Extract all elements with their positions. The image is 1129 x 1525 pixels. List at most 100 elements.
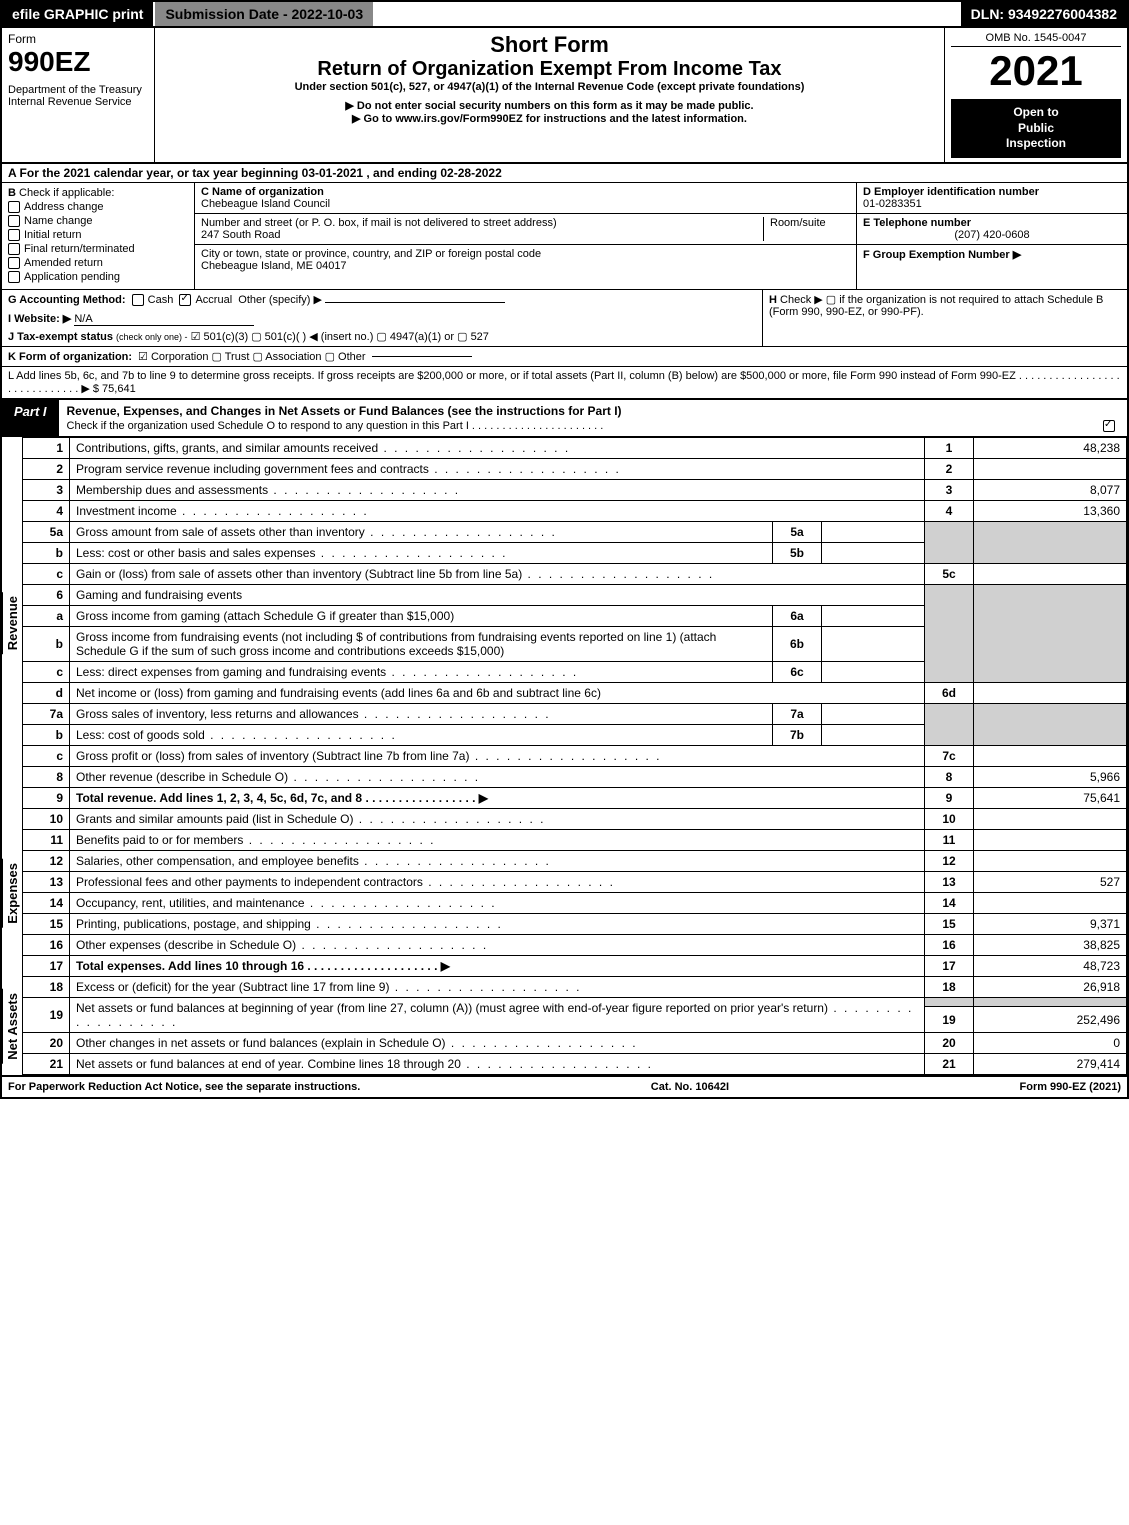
section-g: G Accounting Method: Cash Accrual Other …	[2, 290, 763, 346]
line-19-desc: Net assets or fund balances at beginning…	[76, 1001, 913, 1029]
line-5c-ref: 5c	[925, 564, 974, 585]
line-6a-sub: 6a	[773, 606, 822, 627]
instructions-link[interactable]: ▶ Go to www.irs.gov/Form990EZ for instru…	[161, 112, 938, 125]
section-a-tax-year: A For the 2021 calendar year, or tax yea…	[2, 164, 1127, 183]
section-def: D Employer identification number 01-0283…	[857, 183, 1127, 290]
checkbox-application-pending[interactable]	[8, 271, 20, 283]
line-15-num: 15	[23, 914, 70, 935]
checkbox-accrual[interactable]	[179, 294, 191, 306]
line-16-desc: Other expenses (describe in Schedule O)	[76, 938, 488, 952]
line-17-num: 17	[23, 956, 70, 977]
line-17-amt: 48,723	[974, 956, 1127, 977]
part-1-title-text: Revenue, Expenses, and Changes in Net As…	[67, 404, 622, 418]
checkbox-name-change[interactable]	[8, 215, 20, 227]
other-org-input[interactable]	[372, 356, 472, 357]
ein-label: D Employer identification number	[863, 186, 1039, 198]
line-8-num: 8	[23, 767, 70, 788]
line-5a-desc: Gross amount from sale of assets other t…	[76, 525, 557, 539]
form-990ez-page: efile GRAPHIC print Submission Date - 20…	[0, 0, 1129, 1099]
line-20-amt: 0	[974, 1033, 1127, 1054]
header-center: Short Form Return of Organization Exempt…	[155, 28, 945, 162]
line-3-ref: 3	[925, 480, 974, 501]
website-label: I Website: ▶	[8, 313, 71, 325]
line-5b-sub: 5b	[773, 543, 822, 564]
line-12-amt	[974, 851, 1127, 872]
line-15-amt: 9,371	[974, 914, 1127, 935]
part-1-subnote: Check if the organization used Schedule …	[67, 420, 604, 432]
submission-date-button[interactable]: Submission Date - 2022-10-03	[155, 2, 375, 26]
line-10-ref: 10	[925, 809, 974, 830]
line-5b-desc: Less: cost or other basis and sales expe…	[76, 546, 508, 560]
line-1-desc: Contributions, gifts, grants, and simila…	[76, 441, 570, 455]
line-4-amt: 13,360	[974, 501, 1127, 522]
section-l-text: L Add lines 5b, 6c, and 7b to line 9 to …	[8, 370, 1121, 395]
checkbox-cash[interactable]	[132, 294, 144, 306]
line-19-ref: 19	[925, 1007, 974, 1033]
line-6d-desc: Net income or (loss) from gaming and fun…	[70, 683, 925, 704]
line-6c-subamt[interactable]	[822, 662, 925, 683]
other-specify-input[interactable]	[325, 302, 505, 303]
line-2-ref: 2	[925, 459, 974, 480]
footer-center: Cat. No. 10642I	[651, 1081, 729, 1093]
efile-print-button[interactable]: efile GRAPHIC print	[2, 2, 155, 26]
line-6d-num: d	[23, 683, 70, 704]
section-h-text: Check ▶ ▢ if the organization is not req…	[769, 294, 1103, 318]
form-header: Form 990EZ Department of the Treasury In…	[2, 28, 1127, 164]
checkbox-final-return[interactable]	[8, 243, 20, 255]
section-c: C Name of organization Chebeague Island …	[195, 183, 857, 290]
expenses-tab: Expenses	[2, 859, 22, 928]
line-8-ref: 8	[925, 767, 974, 788]
line-5a-sub: 5a	[773, 522, 822, 543]
street-value: 247 South Road	[201, 229, 281, 241]
open-to-public-badge: Open to Public Inspection	[951, 99, 1121, 158]
checkbox-address-change[interactable]	[8, 201, 20, 213]
website-value: N/A	[74, 313, 254, 326]
line-1-amt: 48,238	[974, 438, 1127, 459]
page-footer: For Paperwork Reduction Act Notice, see …	[2, 1075, 1127, 1097]
line-13-ref: 13	[925, 872, 974, 893]
org-name: Chebeague Island Council	[201, 198, 330, 210]
tax-exempt-options[interactable]: ☑ 501(c)(3) ▢ 501(c)( ) ◀ (insert no.) ▢…	[191, 331, 489, 343]
line-7a-subamt[interactable]	[822, 704, 925, 725]
section-h-label: H	[769, 294, 777, 306]
line-21-desc: Net assets or fund balances at end of ye…	[76, 1057, 653, 1071]
tax-exempt-label: J Tax-exempt status	[8, 331, 113, 343]
ein-value: 01-0283351	[863, 198, 922, 210]
revenue-tab: Revenue	[2, 592, 22, 654]
section-l: L Add lines 5b, 6c, and 7b to line 9 to …	[2, 367, 1127, 399]
part-1-table: Revenue 1 Contributions, gifts, grants, …	[2, 437, 1127, 1075]
line-8-desc: Other revenue (describe in Schedule O)	[76, 770, 480, 784]
opt-cash: Cash	[148, 294, 174, 306]
section-gh: G Accounting Method: Cash Accrual Other …	[2, 290, 1127, 347]
form-of-org-options[interactable]: ☑ Corporation ▢ Trust ▢ Association ▢ Ot…	[138, 350, 366, 363]
checkbox-initial-return[interactable]	[8, 229, 20, 241]
checkbox-amended-return[interactable]	[8, 257, 20, 269]
line-16-num: 16	[23, 935, 70, 956]
line-18-num: 18	[23, 977, 70, 998]
header-left: Form 990EZ Department of the Treasury In…	[2, 28, 155, 162]
line-5a-subamt[interactable]	[822, 522, 925, 543]
line-7c-desc: Gross profit or (loss) from sales of inv…	[76, 749, 662, 763]
line-2-num: 2	[23, 459, 70, 480]
city-label: City or town, state or province, country…	[201, 248, 541, 260]
street-label: Number and street (or P. O. box, if mail…	[201, 217, 557, 229]
phone-label: E Telephone number	[863, 217, 971, 229]
net-assets-tab: Net Assets	[2, 989, 22, 1064]
group-exemption-label: F Group Exemption Number ▶	[863, 249, 1021, 261]
opt-other: Other (specify) ▶	[238, 294, 322, 306]
line-6a-subamt[interactable]	[822, 606, 925, 627]
shade-7-amt	[974, 704, 1127, 746]
line-17-ref: 17	[925, 956, 974, 977]
line-9-desc: Total revenue. Add lines 1, 2, 3, 4, 5c,…	[76, 791, 488, 805]
section-b-label: B	[8, 187, 16, 199]
line-3-num: 3	[23, 480, 70, 501]
line-12-desc: Salaries, other compensation, and employ…	[76, 854, 551, 868]
line-20-num: 20	[23, 1033, 70, 1054]
line-7b-subamt[interactable]	[822, 725, 925, 746]
line-5b-subamt[interactable]	[822, 543, 925, 564]
checkbox-schedule-o[interactable]	[1103, 420, 1115, 432]
line-6b-subamt[interactable]	[822, 627, 925, 662]
omb-number: OMB No. 1545-0047	[951, 32, 1121, 47]
opt-final-return: Final return/terminated	[24, 243, 135, 255]
line-2-desc: Program service revenue including govern…	[76, 462, 621, 476]
